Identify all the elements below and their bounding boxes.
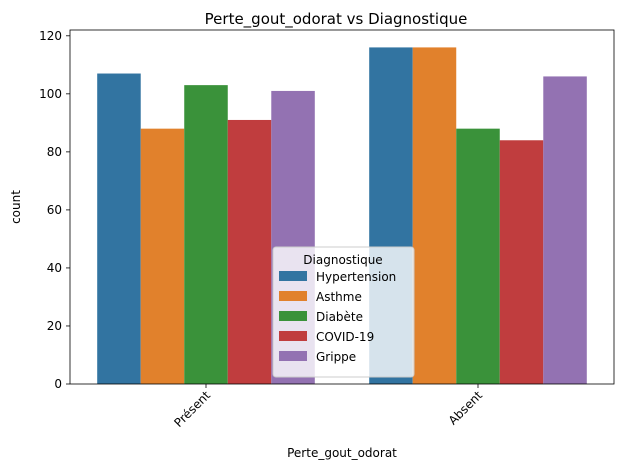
y-axis: 0 20 40 60 80 100 120 [39,29,70,391]
y-tick-label: 60 [47,203,62,217]
y-tick-label: 100 [39,87,62,101]
legend-items: Hypertension Asthme Diabète COVID-19 Grippe [279,270,396,364]
legend-swatch [279,351,307,361]
bar-asthme-1 [412,47,457,384]
y-tick-label: 120 [39,29,62,43]
legend-box [272,246,415,378]
y-axis-label: count [9,190,23,224]
chart-title: Perte_gout_odorat vs Diagnostique [205,10,468,29]
y-tick-label: 40 [47,261,62,275]
legend-swatch [279,311,307,321]
legend-label: COVID-19 [316,330,374,344]
x-axis: Présent Absent [171,384,485,430]
legend-label: Hypertension [316,270,396,284]
y-tick-label: 20 [47,319,62,333]
legend-swatch [279,331,307,341]
legend-swatch [279,291,307,301]
y-tick-label: 80 [47,145,62,159]
legend-title: Diagnostique [303,253,382,267]
bar-covid-19-0 [227,119,272,385]
legend-swatch [279,271,307,281]
plot-frame [69,29,615,385]
legend: Diagnostique Hypertension Asthme Diabète CO… [272,246,415,378]
y-tick-label: 0 [54,377,62,391]
legend-label: Diabète [316,310,363,324]
bar-hypertension-0 [97,73,141,384]
bar-asthme-0 [140,128,185,384]
x-axis-label: Perte_gout_odorat [287,446,397,460]
bar-grippe-1 [543,76,587,384]
x-tick-label: Présent [171,388,213,430]
bar-diab-te-0 [184,85,228,384]
bar-diab-te-1 [456,128,500,384]
bar-covid-19-1 [499,140,544,384]
x-tick-label: Absent [446,388,486,428]
legend-label: Asthme [316,290,362,304]
legend-label: Grippe [316,350,356,364]
